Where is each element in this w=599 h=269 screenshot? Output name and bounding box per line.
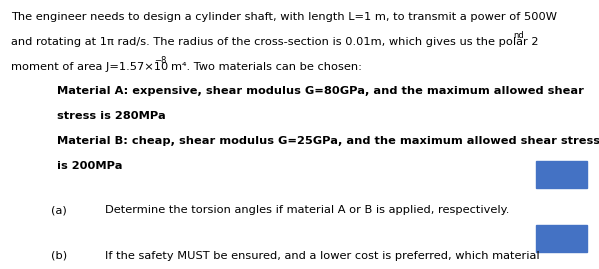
Text: m⁴. Two materials can be chosen:: m⁴. Two materials can be chosen: [171,62,362,72]
Text: Material A: expensive, shear modulus G=80GPa, and the maximum allowed shear: Material A: expensive, shear modulus G=8… [57,86,584,96]
Text: The engineer needs to design a cylinder shaft, with length L=1 m, to transmit a : The engineer needs to design a cylinder … [11,12,557,22]
Text: stress is 280MPa: stress is 280MPa [57,111,166,121]
Text: and rotating at 1π rad/s. The radius of the cross-section is 0.01m, which gives : and rotating at 1π rad/s. The radius of … [11,37,539,47]
Text: (a): (a) [51,205,66,215]
Text: Determine the torsion angles if material A or B is applied, respectively.: Determine the torsion angles if material… [105,205,509,215]
Text: (b): (b) [51,251,67,261]
Text: If the safety MUST be ensured, and a lower cost is preferred, which material: If the safety MUST be ensured, and a low… [105,251,540,261]
Bar [536,161,587,188]
Text: −8: −8 [155,56,167,65]
Text: Material B: cheap, shear modulus G=25GPa, and the maximum allowed shear stress: Material B: cheap, shear modulus G=25GPa… [57,136,599,146]
Text: nd: nd [513,31,524,40]
Bar [536,225,587,252]
Text: is 200MPa: is 200MPa [57,161,122,171]
Text: moment of area J=1.57×10: moment of area J=1.57×10 [11,62,168,72]
